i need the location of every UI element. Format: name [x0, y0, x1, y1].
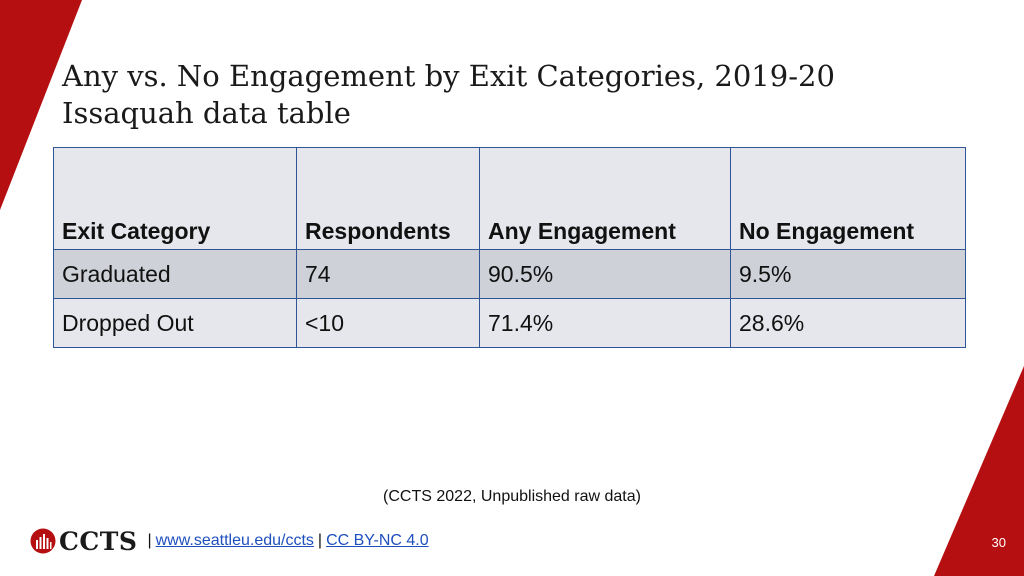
table-cell: 74 [296, 249, 480, 299]
header-no-engagement: No Engagement [730, 147, 966, 250]
header-respondents: Respondents [296, 147, 480, 250]
table-cell: 28.6% [730, 298, 966, 348]
footer-separator: | [317, 532, 323, 549]
table-cell: Dropped Out [53, 298, 297, 348]
top-left-red-accent [0, 0, 82, 210]
table-cell: 71.4% [479, 298, 731, 348]
ccts-logo: CCTS [30, 527, 137, 556]
ccts-logo-text: CCTS [59, 526, 138, 556]
table-row: Dropped Out <10 71.4% 28.6% [53, 298, 966, 348]
bottom-right-red-accent [934, 366, 1024, 576]
table-cell: 90.5% [479, 249, 731, 299]
footer-separator: | [147, 532, 152, 549]
ccts-logo-icon [30, 528, 56, 554]
table-cell: 9.5% [730, 249, 966, 299]
table-cell: <10 [296, 298, 480, 348]
title-line-2: Issaquah data table [62, 96, 351, 130]
source-note: (CCTS 2022, Unpublished raw data) [383, 488, 641, 505]
table-row: Graduated 74 90.5% 9.5% [53, 249, 966, 299]
ccts-website-link[interactable]: www.seattleu.edu/ccts [155, 532, 314, 549]
data-table: Exit Category Respondents Any Engagement… [53, 147, 966, 348]
page-number: 30 [991, 535, 1006, 550]
header-exit-category: Exit Category [53, 147, 297, 250]
header-any-engagement: Any Engagement [479, 147, 731, 250]
license-link[interactable]: CC BY-NC 4.0 [326, 532, 429, 549]
table-header-row: Exit Category Respondents Any Engagement… [53, 147, 966, 250]
footer: CCTS | www.seattleu.edu/ccts | CC BY-NC … [30, 527, 429, 556]
table-cell: Graduated [53, 249, 297, 299]
title-line-1: Any vs. No Engagement by Exit Categories… [62, 59, 835, 93]
slide-title: Any vs. No Engagement by Exit Categories… [62, 58, 962, 132]
